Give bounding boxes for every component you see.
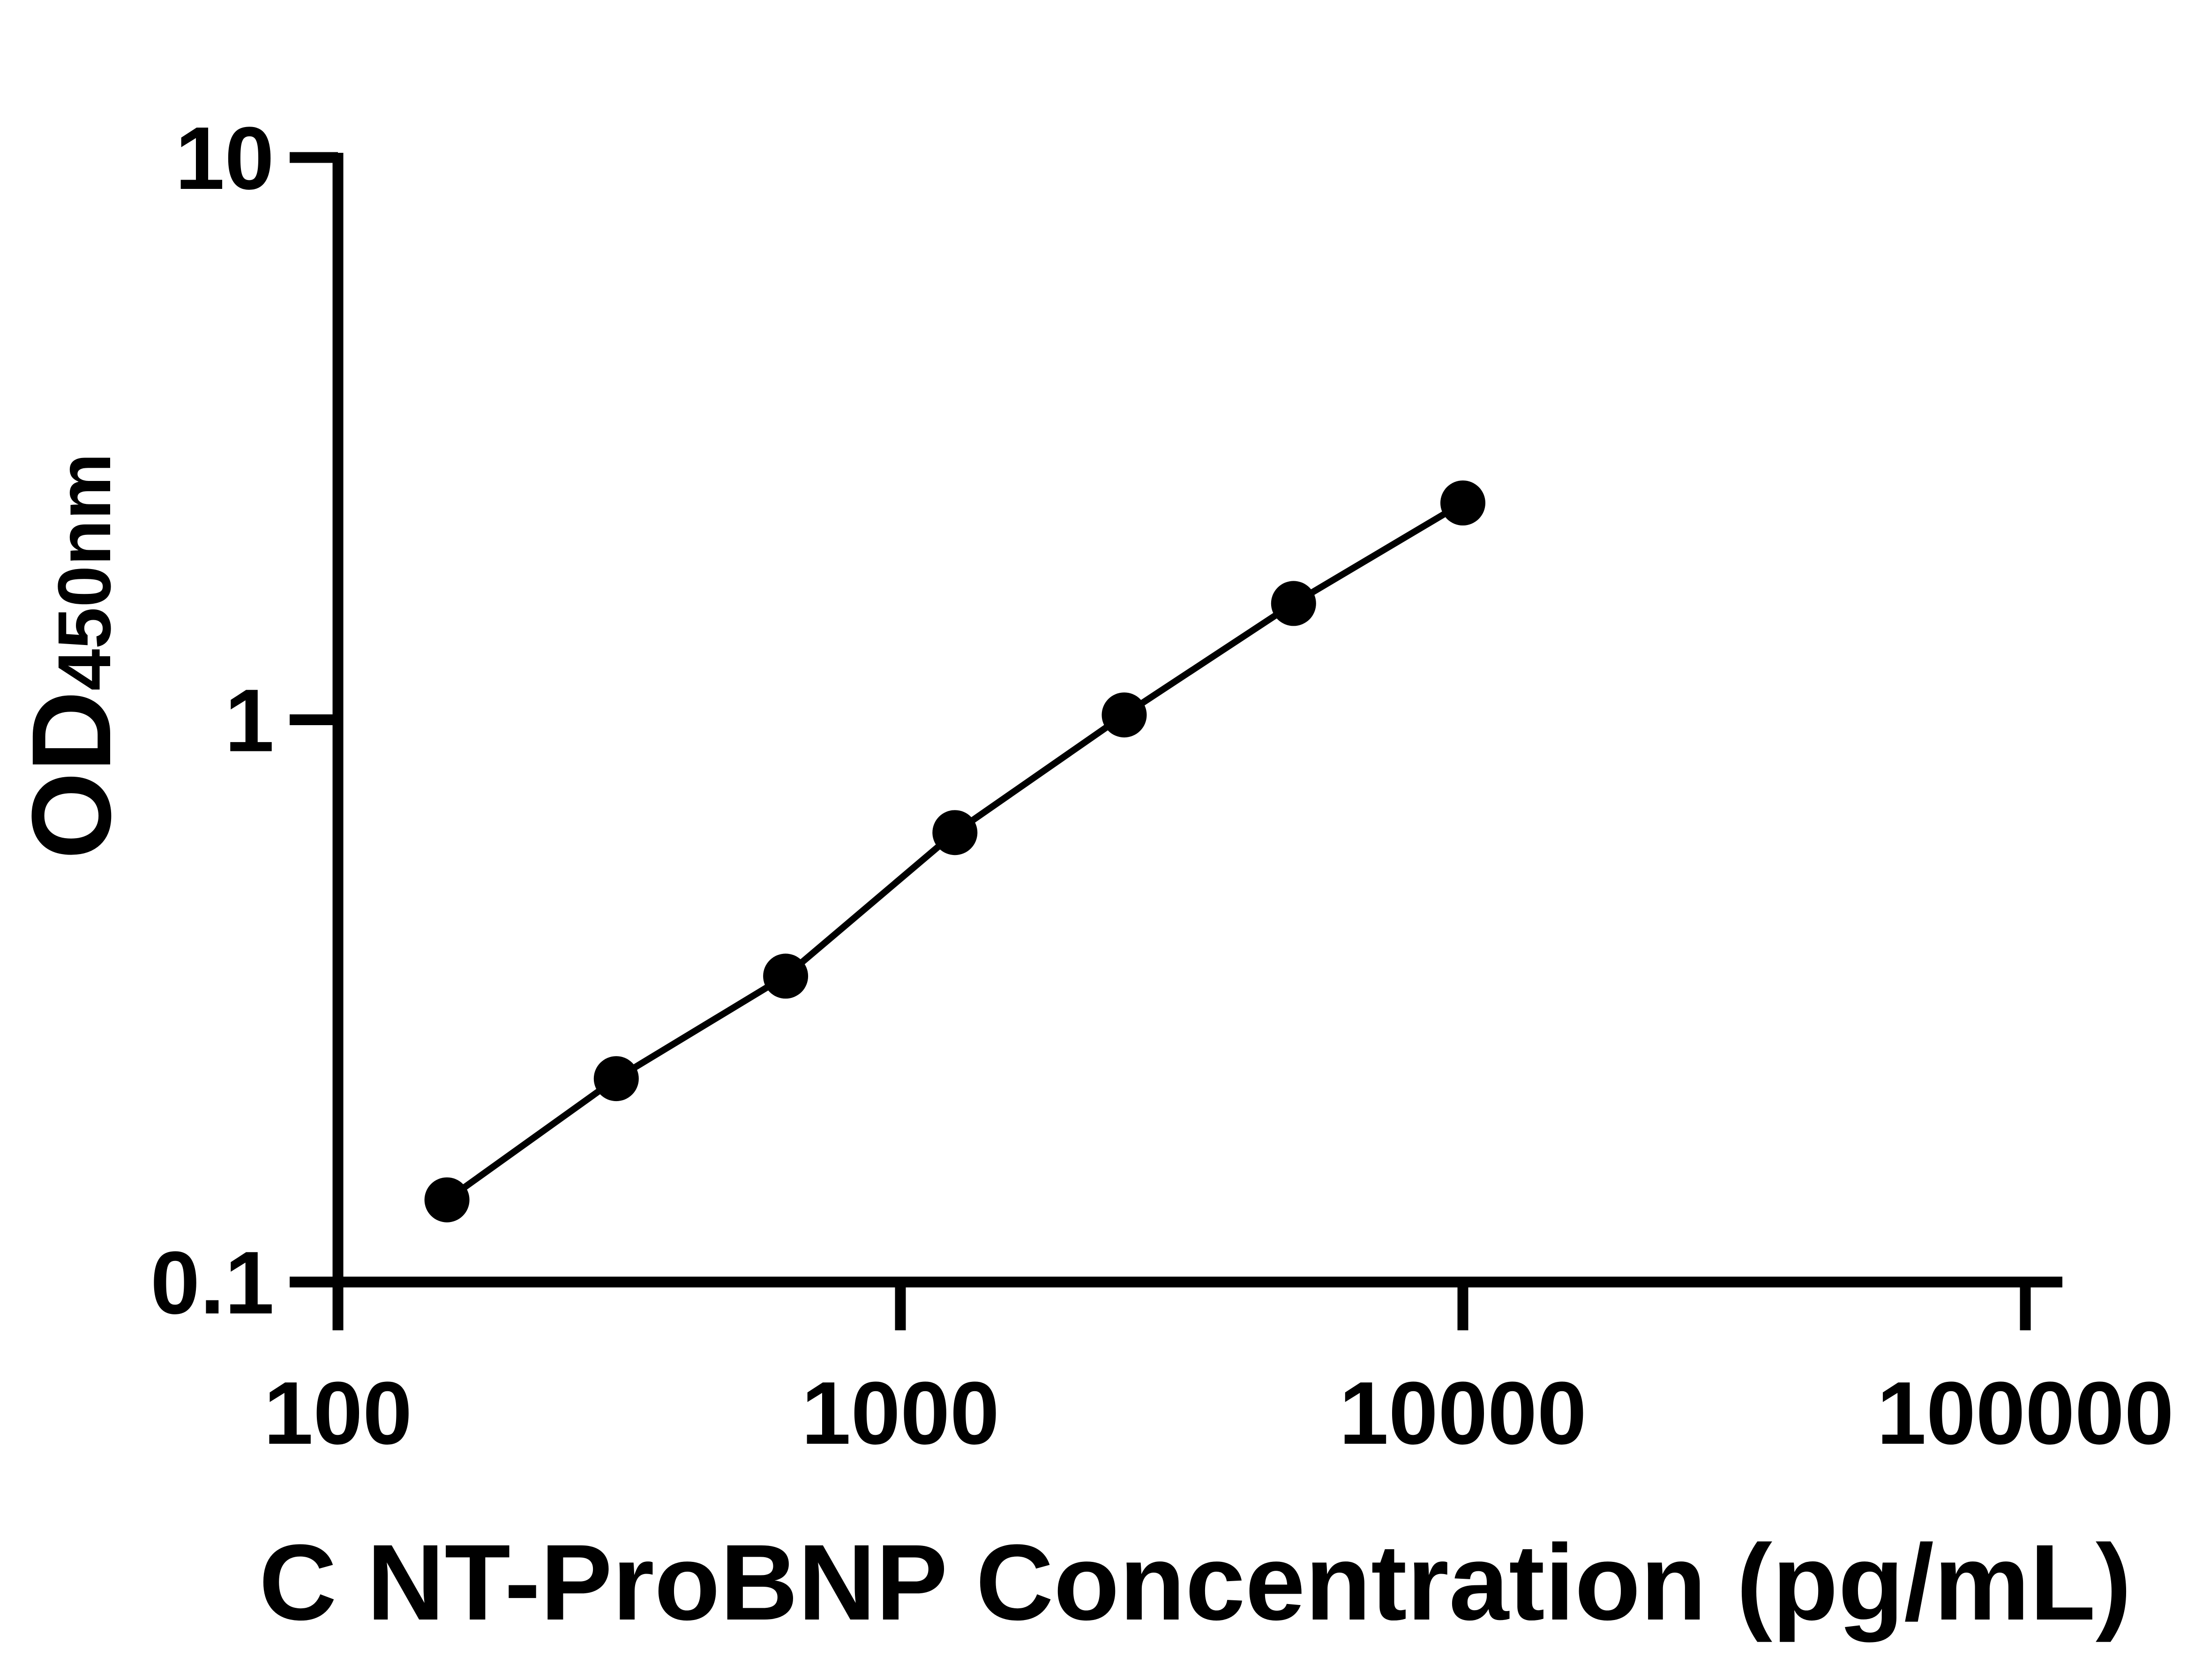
y-tick-label: 1 [225, 671, 274, 771]
x-tick-label: 100 [263, 1364, 412, 1463]
y-tick-label: 0.1 [150, 1233, 274, 1333]
y-axis-title-main: OD [8, 690, 134, 859]
data-point [1101, 692, 1147, 738]
y-tick-label: 10 [175, 109, 274, 208]
data-point [932, 810, 978, 855]
x-tick-label: 10000 [1339, 1364, 1587, 1463]
x-axis-ticks: 100 1000 10000 100000 [263, 1282, 2174, 1463]
data-point [593, 1056, 639, 1102]
y-axis-title-sub: 450nm [42, 453, 126, 691]
y-axis-title: OD450nm [8, 453, 134, 860]
x-tick-label: 1000 [802, 1364, 1000, 1463]
standard-curve [424, 480, 1485, 1222]
data-point [424, 1177, 470, 1222]
data-point [763, 953, 809, 999]
x-tick-label: 100000 [1877, 1364, 2174, 1463]
x-axis-title: C NT-ProBNP Concentration (pg/mL) [259, 1522, 2131, 1642]
y-axis-ticks: 0.1 1 10 [150, 109, 338, 1333]
data-point [1440, 480, 1485, 525]
data-point [1271, 581, 1316, 626]
